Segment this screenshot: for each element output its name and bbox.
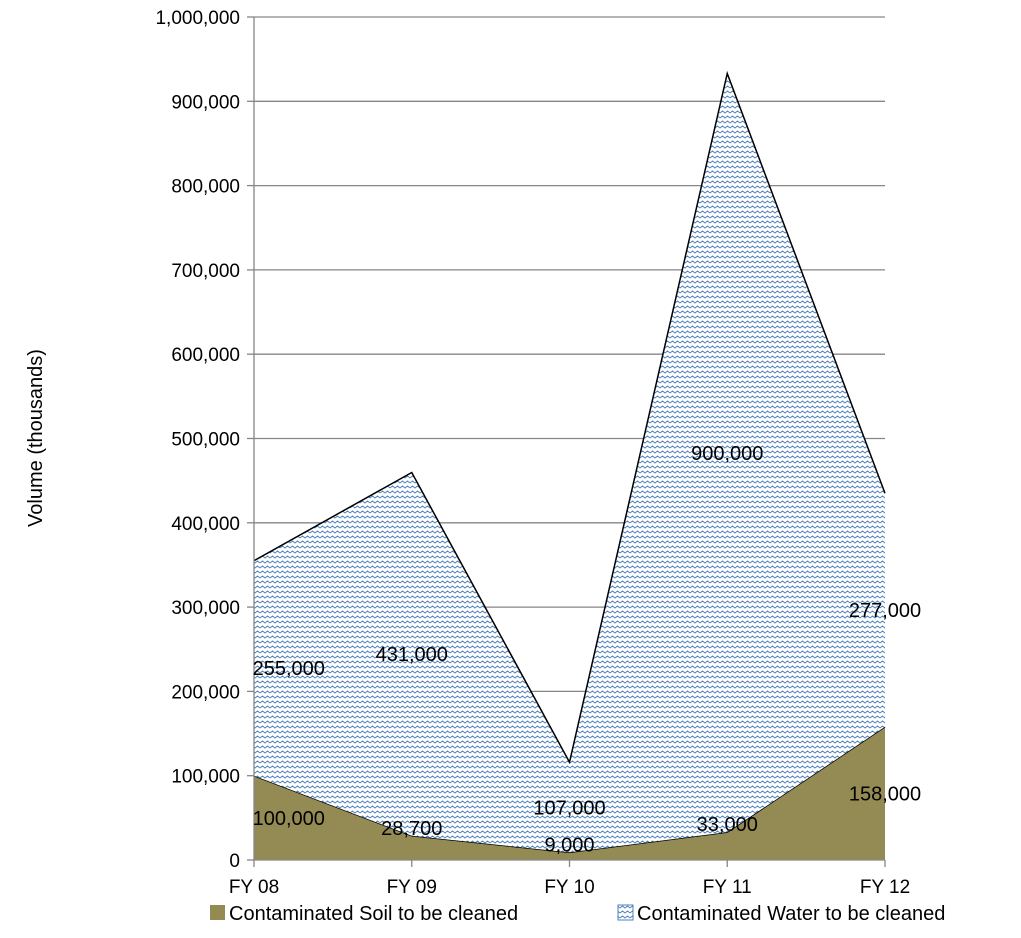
x-tick-label: FY 09 <box>387 877 437 898</box>
y-tick-label: 400,000 <box>171 514 240 535</box>
y-tick-label: 100,000 <box>171 767 240 788</box>
data-label-water: 255,000 <box>253 658 325 680</box>
legend-item-soil-label: Contaminated Soil to be cleaned <box>229 903 518 925</box>
data-label-soil: 28,700 <box>381 818 442 840</box>
y-tick-label: 500,000 <box>171 430 240 451</box>
y-tick-label: 1,000,000 <box>155 8 240 29</box>
y-axis-title: Volume (thousands) <box>25 349 47 527</box>
data-label-water: 900,000 <box>691 443 763 465</box>
area-water-edge <box>253 70 886 765</box>
plot-areas <box>253 70 886 860</box>
x-tick-label: FY 12 <box>860 877 910 898</box>
y-tick-label: 800,000 <box>171 177 240 198</box>
y-tick-label: 900,000 <box>171 92 240 113</box>
legend-item-water-label: Contaminated Water to be cleaned <box>637 903 945 925</box>
y-tick-label: 700,000 <box>171 261 240 282</box>
x-tick-label: FY 08 <box>229 877 279 898</box>
data-label-soil: 9,000 <box>544 834 594 856</box>
area-soil <box>254 726 885 860</box>
data-label-water: 277,000 <box>849 600 921 622</box>
axes: 0 100,000 200,000 300,000 400,000 500,000 600,… <box>155 8 910 898</box>
data-label-soil: 158,000 <box>849 783 921 805</box>
data-label-water: 431,000 <box>376 644 448 666</box>
y-tick-label: 300,000 <box>171 598 240 619</box>
data-label-soil: 33,000 <box>697 814 758 836</box>
data-label-soil: 100,000 <box>253 808 325 830</box>
legend-item-water-swatch <box>617 904 634 921</box>
y-tick-label: 600,000 <box>171 345 240 366</box>
x-tick-label: FY 10 <box>544 877 594 898</box>
legend-item-soil-swatch <box>210 905 225 920</box>
legend: Contaminated Soil to be cleaned Contamina… <box>210 903 945 925</box>
y-tick-label: 0 <box>229 851 240 872</box>
y-tick-label: 200,000 <box>171 682 240 703</box>
area-water <box>254 73 885 853</box>
data-labels: 100,000 28,700 9,000 33,000 158,000 255,000 43… <box>253 443 922 857</box>
data-label-water: 107,000 <box>533 797 605 819</box>
x-tick-label: FY 11 <box>703 877 752 898</box>
